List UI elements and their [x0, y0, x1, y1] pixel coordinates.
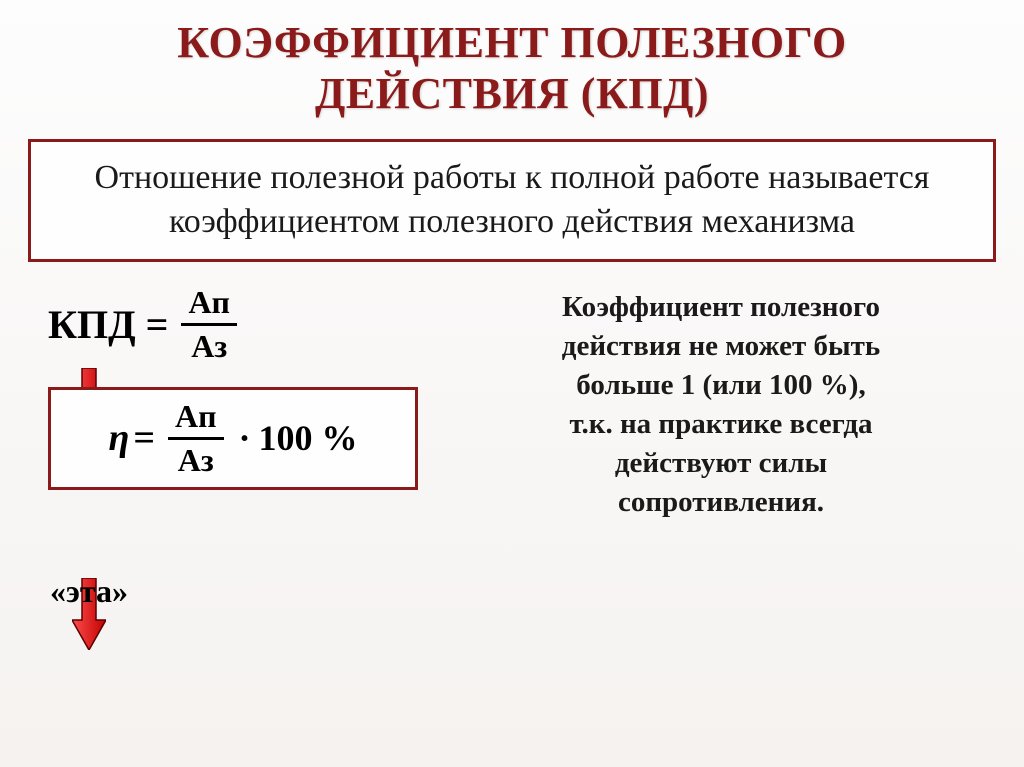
formula-eta-box: η = Ап Аз · 100 %: [48, 387, 418, 490]
note-l5: действуют силы: [615, 447, 827, 479]
eta-fraction: Ап Аз: [165, 398, 227, 479]
slide-title: КОЭФФИЦИЕНТ ПОЛЕЗНОГО ДЕЙСТВИЯ (КПД): [0, 0, 1024, 127]
eta-hundred: 100 %: [259, 417, 358, 459]
note-l2: действия не может быть: [562, 330, 880, 362]
formula-kpd: КПД = Ап Аз: [48, 284, 438, 365]
title-line-2: ДЕЙСТВИЯ (КПД): [315, 69, 709, 118]
kpd-denominator: Аз: [181, 323, 237, 365]
note-l1: Коэффициент полезного: [562, 291, 880, 323]
note-column: Коэффициент полезного действия не может …: [438, 280, 996, 523]
formulas-column: КПД = Ап Аз η = Ап Аз · 100 %: [28, 280, 438, 523]
note-l6: сопротивления.: [618, 486, 824, 518]
kpd-numerator: Ап: [178, 284, 240, 323]
eta-denominator: Аз: [168, 437, 224, 479]
kpd-fraction: Ап Аз: [178, 284, 240, 365]
eta-mult: ·: [239, 417, 251, 459]
kpd-lhs: КПД =: [48, 301, 168, 348]
note-l3: больше 1 (или 100 %),: [576, 369, 865, 401]
title-line-1: КОЭФФИЦИЕНТ ПОЛЕЗНОГО: [177, 18, 847, 67]
eta-symbol: η: [108, 416, 129, 460]
eta-numerator: Ап: [165, 398, 227, 437]
note-text: Коэффициент полезного действия не может …: [446, 280, 996, 523]
note-l4: т.к. на практике всегда: [569, 408, 872, 440]
definition-box: Отношение полезной работы к полной работ…: [28, 139, 996, 261]
eta-name-label: «эта»: [50, 573, 128, 610]
eta-eq: =: [133, 416, 155, 460]
definition-text: Отношение полезной работы к полной работ…: [95, 159, 930, 240]
bottom-row: КПД = Ап Аз η = Ап Аз · 100 %: [28, 280, 996, 523]
